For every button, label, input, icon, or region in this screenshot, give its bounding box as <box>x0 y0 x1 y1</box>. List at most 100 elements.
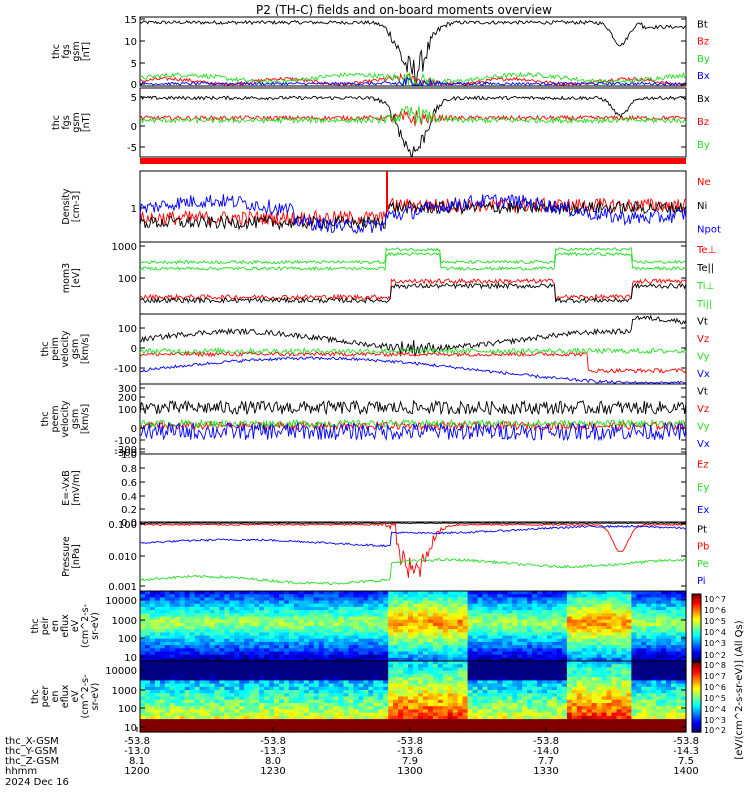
heatmap-cell <box>298 622 305 627</box>
heatmap-cell <box>288 667 295 672</box>
heatmap-cell <box>552 696 558 701</box>
heatmap-cell <box>532 693 538 698</box>
heatmap-cell <box>259 622 265 627</box>
heatmap-cell <box>492 667 498 672</box>
heatmap-cell <box>661 715 667 720</box>
heatmap-cell <box>378 632 384 637</box>
heatmap-cell <box>283 670 290 675</box>
heatmap-cell <box>527 657 533 662</box>
heatmap-cell <box>601 725 608 730</box>
heatmap-cell <box>586 606 593 611</box>
heatmap-cell <box>179 725 186 730</box>
heatmap-cell <box>432 594 439 598</box>
heatmap-cell <box>368 641 374 646</box>
heatmap-cell <box>512 603 518 608</box>
heatmap-cell <box>606 657 613 662</box>
heatmap-cell <box>224 706 230 710</box>
heatmap-cell <box>547 635 553 640</box>
heatmap-cell <box>244 622 250 627</box>
heatmap-cell <box>616 613 623 618</box>
heatmap-cell <box>631 626 637 630</box>
heatmap-cell <box>398 722 404 727</box>
heatmap-cell <box>403 610 409 614</box>
heatmap-cell <box>616 690 623 694</box>
heatmap-cell <box>601 638 608 643</box>
heatmap-cell <box>413 699 419 704</box>
heatmap-cell <box>631 603 637 608</box>
heatmap-cell <box>522 594 528 598</box>
heatmap-cell <box>403 686 409 691</box>
heatmap-cell <box>671 686 677 691</box>
heatmap-cell <box>527 686 533 691</box>
heatmap-cell <box>174 651 181 656</box>
heatmap-cell <box>239 664 245 668</box>
heatmap-cell <box>596 719 603 723</box>
heatmap-cell <box>452 629 459 633</box>
heatmap-cell <box>199 722 206 727</box>
heatmap-cell <box>393 667 399 672</box>
heatmap-cell <box>229 680 235 685</box>
heatmap-cell <box>507 728 513 733</box>
heatmap-cell <box>288 613 295 618</box>
heatmap-cell <box>472 709 479 714</box>
heatmap-cell <box>566 728 573 733</box>
heatmap-cell <box>601 654 608 659</box>
heatmap-cell <box>149 635 156 640</box>
heatmap-cell <box>244 603 250 608</box>
heatmap-cell <box>363 719 369 723</box>
heatmap-cell <box>532 725 538 730</box>
heatmap-cell <box>145 722 151 727</box>
heatmap-cell <box>348 683 355 688</box>
heatmap-cell <box>189 638 196 643</box>
heatmap-cell <box>432 619 439 624</box>
heatmap-cell <box>373 597 379 602</box>
heatmap-cell <box>556 651 563 656</box>
heatmap-cell <box>343 696 350 701</box>
heatmap-cell <box>512 690 518 694</box>
heatmap-cell <box>403 638 409 643</box>
heatmap-cell <box>497 619 503 624</box>
heatmap-cell <box>368 616 374 621</box>
heatmap-cell <box>666 594 672 598</box>
heatmap-cell <box>462 635 469 640</box>
heatmap-cell <box>492 610 498 614</box>
heatmap-cell <box>666 645 672 649</box>
heatmap-cell <box>586 696 593 701</box>
heatmap-cell <box>487 683 494 688</box>
heatmap-cell <box>318 693 325 698</box>
heatmap-cell <box>661 670 667 675</box>
heatmap-cell <box>547 661 553 665</box>
heatmap-cell <box>343 667 350 672</box>
heatmap-cell <box>254 619 260 624</box>
heatmap-cell <box>179 696 186 701</box>
heatmap-cell <box>432 673 439 678</box>
heatmap-cell <box>646 699 652 704</box>
heatmap-cell <box>358 635 364 640</box>
heatmap-cell <box>204 619 211 624</box>
heatmap-cell <box>427 703 434 707</box>
heatmap-cell <box>189 683 196 688</box>
heatmap-cell <box>507 670 513 675</box>
heatmap-cell <box>561 629 568 633</box>
heatmap-cell <box>576 670 583 675</box>
heatmap-cell <box>408 622 414 627</box>
heatmap-cell <box>194 725 201 730</box>
heatmap-cell <box>403 670 409 675</box>
heatmap-cell <box>661 661 667 665</box>
heatmap-cell <box>318 613 325 618</box>
heatmap-cell <box>418 622 424 627</box>
heatmap-cell <box>467 606 474 611</box>
heatmap-cell <box>293 686 300 691</box>
heatmap-cell <box>194 613 201 618</box>
heatmap-cell <box>671 629 677 633</box>
heatmap-cell <box>487 680 494 685</box>
heatmap-cell <box>333 638 340 643</box>
heatmap-cell <box>581 610 588 614</box>
heatmap-cell <box>333 725 340 730</box>
heatmap-cell <box>596 654 603 659</box>
heatmap-cell <box>601 715 608 720</box>
heatmap-cell <box>651 728 657 733</box>
heatmap-cell <box>502 683 508 688</box>
heatmap-cell <box>418 600 424 605</box>
